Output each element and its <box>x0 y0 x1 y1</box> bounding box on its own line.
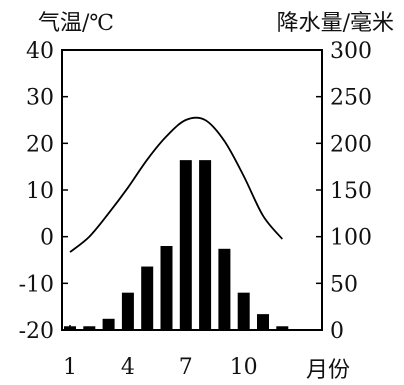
temperature-tick-label: -20 <box>19 319 54 344</box>
temperature-tick-label: 30 <box>26 86 54 111</box>
temperature-tick-label: -10 <box>19 272 54 297</box>
precipitation-bar <box>102 318 115 330</box>
month-tick-label: 7 <box>179 355 193 380</box>
month-tick-label: 1 <box>63 355 77 380</box>
left-axis-title: 气温/℃ <box>38 11 114 36</box>
temperature-tick-label: 0 <box>40 226 54 251</box>
precipitation-bar <box>218 248 231 330</box>
precipitation-bar <box>64 326 76 330</box>
precipitation-bar <box>199 160 212 330</box>
precipitation-tick-label: 0 <box>330 319 344 344</box>
right-axis-title: 降水量/毫米 <box>277 11 394 36</box>
precipitation-tick-label: 100 <box>330 226 372 251</box>
precipitation-bar <box>257 314 269 330</box>
precipitation-bar <box>237 292 250 330</box>
precipitation-tick-label: 250 <box>330 86 372 111</box>
precipitation-bar <box>179 160 192 330</box>
precipitation-tick-label: 300 <box>330 39 372 64</box>
x-axis-title: 月份 <box>306 358 350 383</box>
precipitation-tick-label: 50 <box>330 272 358 297</box>
precipitation-bar <box>160 246 173 330</box>
plot-frame <box>61 49 323 331</box>
precipitation-bar <box>276 326 289 330</box>
precipitation-bar <box>141 266 154 330</box>
temperature-tick-label: 20 <box>26 132 54 157</box>
temperature-tick-label: 40 <box>26 39 54 64</box>
precipitation-tick-label: 150 <box>330 179 372 204</box>
temperature-curve <box>69 116 283 253</box>
month-tick-label: 10 <box>230 355 258 380</box>
month-tick-label: 4 <box>121 355 135 380</box>
precipitation-bar <box>83 326 96 330</box>
precipitation-tick-label: 200 <box>330 132 372 157</box>
precipitation-bar <box>121 292 134 330</box>
temperature-tick-label: 10 <box>26 179 54 204</box>
